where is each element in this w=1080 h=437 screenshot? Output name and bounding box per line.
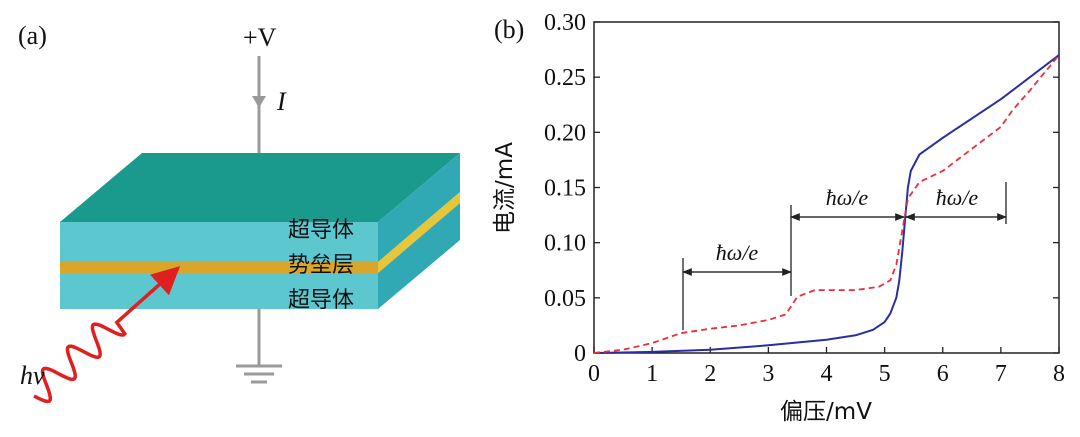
slab-front-upper [60,222,378,262]
x-axis-label: 偏压/mV [780,399,872,425]
x-tick-label: 8 [1053,361,1065,387]
layer-top-label: 超导体 [288,218,354,243]
slab-front-lower [60,273,378,309]
y-tick-label: 0 [574,341,586,367]
x-tick-label: 2 [704,361,716,387]
photon-label: hν [20,361,45,390]
y-tick-label: 0.20 [544,120,586,146]
y-tick-label: 0.30 [544,10,586,36]
slab-side-lower [378,203,460,309]
x-tick-label: 0 [588,361,600,387]
x-tick-label: 6 [937,361,949,387]
panel-a: (a) +V I 超导体 势垒层 超导体 [18,21,460,404]
layer-barrier-label: 势垒层 [288,253,354,278]
y-tick-label: 0.15 [544,176,586,202]
series-line-dashed [593,54,1060,354]
junction-slab [60,153,460,309]
x-tick-label: 3 [762,361,774,387]
photon-wave-icon [33,266,181,404]
panel-a-label: (a) [18,21,47,50]
ground-icon [236,364,282,384]
current-arrow-icon [252,96,266,108]
x-tick-label: 7 [995,361,1007,387]
voltage-label: +V [243,23,277,52]
series-line-solid [593,54,1060,354]
x-axis: 0 1 2 3 4 5 6 7 8 [588,347,1065,387]
slab-side-upper [378,153,460,262]
panel-b-label: (b) [494,15,524,44]
x-tick-label: 4 [821,361,833,387]
barrier-side [378,192,460,273]
annotation-label-1: ħω/e [716,240,759,265]
y-axis: 0 0.05 0.10 0.15 0.20 0.25 0.30 [544,10,1059,367]
current-label: I [276,87,287,116]
y-tick-label: 0.25 [544,65,586,91]
annotation-label-3: ħω/e [936,185,979,210]
y-tick-label: 0.10 [544,231,586,257]
layer-bottom-label: 超导体 [288,288,354,313]
x-tick-label: 5 [879,361,891,387]
x-tick-label: 1 [646,361,658,387]
y-axis-label: 电流/mA [492,142,518,234]
slab-top-face [60,153,460,222]
annotations [682,182,1007,330]
annotation-label-2: ħω/e [826,185,869,210]
series-layer [593,54,1060,354]
barrier-front [60,262,378,273]
y-tick-label: 0.05 [544,286,586,312]
